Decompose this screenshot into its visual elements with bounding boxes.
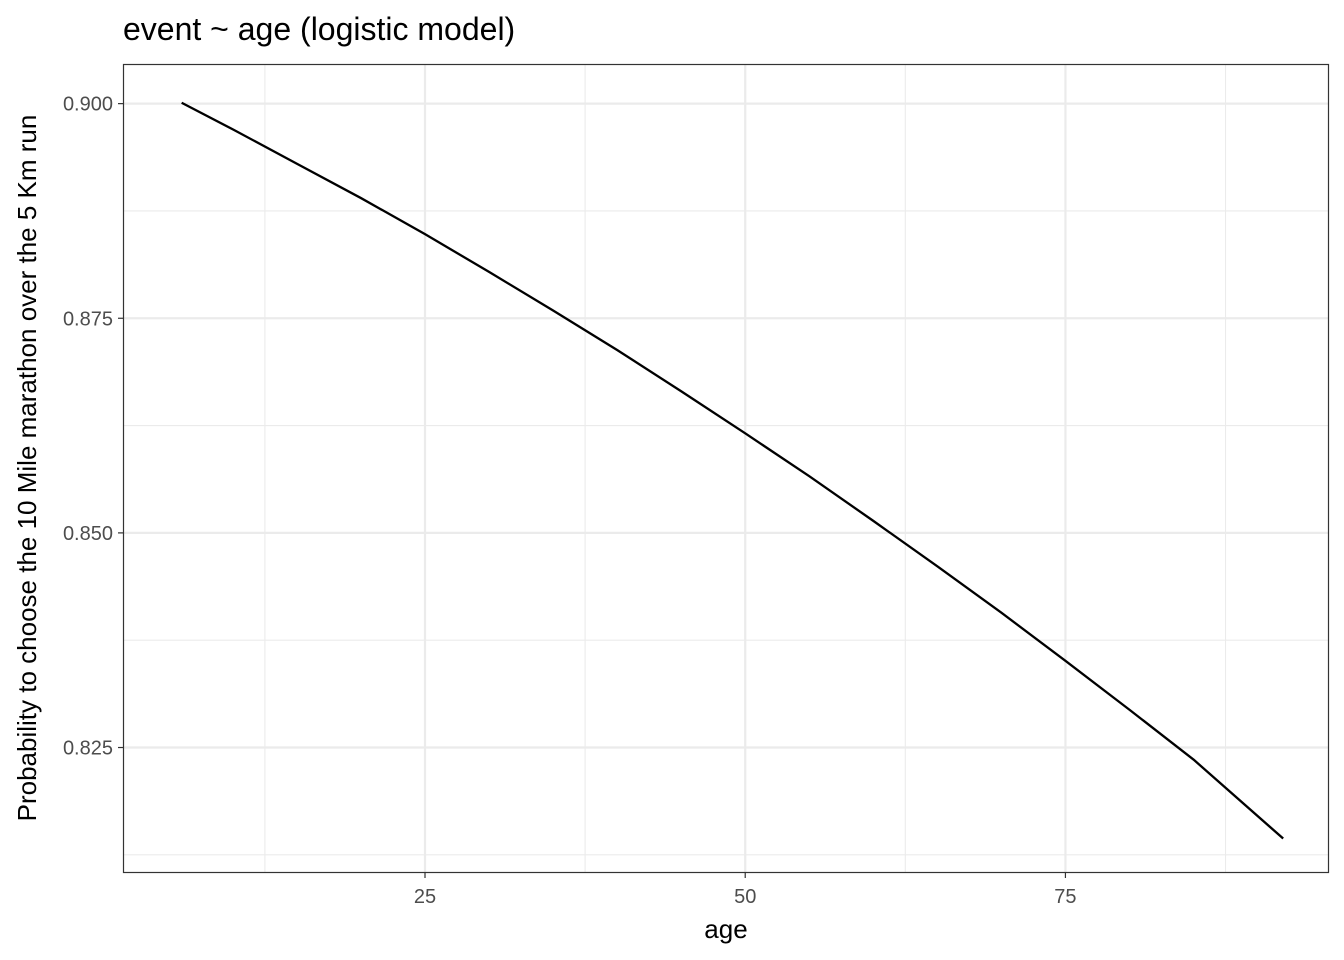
x-axis-title: age (704, 914, 747, 944)
panel-border (122, 63, 1330, 874)
y-axis-ticks: 0.825 0.850 0.875 0.900 (63, 94, 124, 760)
y-axis-title: Probability to choose the 10 Mile marath… (12, 115, 42, 822)
x-tick-label: 25 (414, 886, 436, 908)
y-tick-label: 0.850 (63, 523, 113, 545)
grid-minor (124, 65, 1328, 872)
y-tick-label: 0.900 (63, 94, 113, 116)
y-tick-label: 0.875 (63, 308, 113, 330)
series-line (181, 101, 1284, 840)
grid-major (124, 65, 1328, 872)
x-tick-label: 75 (1054, 886, 1076, 908)
chart-title: event ~ age (logistic model) (123, 11, 515, 47)
y-tick-label: 0.825 (63, 738, 113, 760)
series-layer (181, 101, 1284, 840)
x-tick-label: 50 (734, 886, 756, 908)
x-axis-ticks: 25 50 75 (414, 872, 1077, 908)
